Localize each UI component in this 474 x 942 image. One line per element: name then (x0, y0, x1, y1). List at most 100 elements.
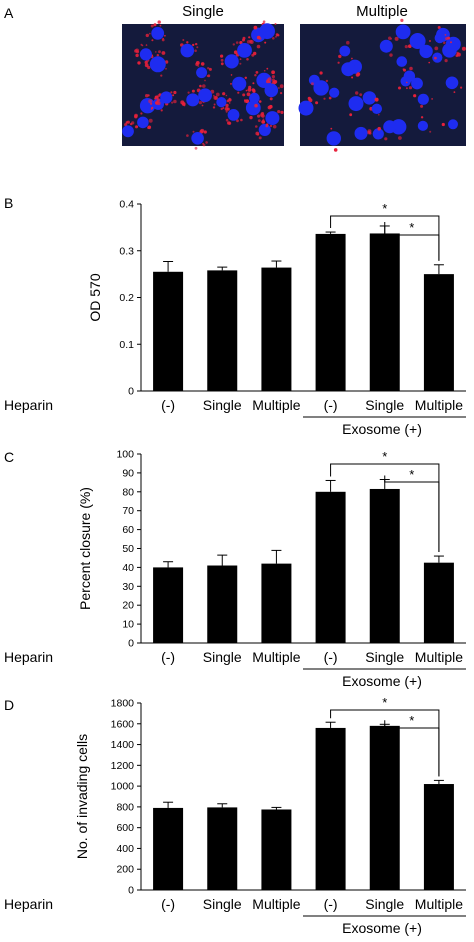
single-stain-dot (199, 84, 202, 88)
chart-c-y-tick-label: 10 (122, 619, 134, 631)
single-stain-dot (151, 106, 154, 109)
single-stain-dot (157, 94, 161, 98)
single-stain-dot (171, 101, 174, 104)
single-stain-dot (135, 53, 139, 58)
chart-c-y-tick-label: 100 (116, 449, 134, 461)
multiple-stain-dot (450, 41, 452, 44)
chart-b-y-tick-label: 0.2 (119, 292, 134, 304)
single-stain-dot (215, 92, 220, 97)
image-label-single: Single (182, 3, 224, 20)
chart-b-category-label: Multiple (252, 397, 300, 413)
single-stain-dot (147, 125, 152, 130)
multiple-nucleus (448, 119, 458, 130)
chart-d-significance-star: * (409, 713, 414, 728)
multiple-stain-dot (437, 26, 441, 29)
single-stain-dot (256, 133, 260, 136)
chart-d-y-tick-label: 1800 (111, 698, 135, 710)
multiple-stain-dot (404, 45, 408, 49)
single-nucleus (180, 43, 195, 58)
single-nucleus (151, 26, 165, 40)
multiple-stain-dot (323, 97, 326, 100)
single-stain-dot (157, 20, 161, 24)
multiple-stain-dot (406, 87, 408, 90)
single-stain-dot (273, 80, 278, 84)
single-stain-dot (226, 107, 230, 111)
chart-b-y-label: OD 570 (87, 273, 103, 321)
single-stain-dot (271, 75, 275, 79)
multiple-stain-dot (409, 66, 413, 71)
single-stain-dot (269, 97, 273, 101)
multiple-stain-dot (319, 71, 323, 75)
single-stain-dot (275, 33, 279, 37)
chart-c-category-label: (-) (324, 649, 338, 665)
single-stain-dot (244, 99, 248, 103)
single-stain-dot (158, 50, 161, 54)
single-stain-dot (213, 95, 215, 97)
single-stain-dot (208, 67, 212, 71)
multiple-stain-dot (390, 38, 393, 40)
single-stain-dot (170, 91, 173, 94)
chart-b-bar (423, 274, 454, 391)
single-stain-dot (148, 99, 153, 104)
chart-c-significance-star: * (382, 449, 387, 464)
multiple-stain-dot (429, 40, 431, 42)
multiple-stain-dot (431, 98, 433, 100)
multiple-stain-dot (351, 76, 354, 79)
multiple-nucleus (411, 77, 423, 90)
single-stain-dot (186, 134, 189, 137)
chart-c-y-tick-label: 80 (122, 486, 134, 498)
chart-d-category-label: Multiple (415, 896, 463, 912)
single-stain-dot (148, 118, 153, 123)
multiple-stain-dot (394, 36, 399, 41)
chart-d-y-label: No. of invading cells (74, 734, 90, 859)
single-stain-dot (245, 89, 248, 92)
single-stain-dot (279, 84, 284, 89)
chart-b-category-label: (-) (324, 397, 338, 413)
single-stain-dot (183, 104, 186, 107)
multiple-stain-dot (330, 127, 333, 130)
multiple-stain-dot (400, 18, 404, 22)
single-stain-dot (266, 67, 269, 70)
multiple-stain-dot (389, 53, 393, 57)
chart-b-significance-star: * (382, 201, 387, 216)
single-nucleus (198, 88, 213, 103)
multiple-nucleus (379, 39, 393, 53)
single-stain-dot (198, 101, 202, 105)
single-stain-dot (263, 69, 266, 72)
single-stain-dot (165, 67, 167, 70)
multiple-nucleus (354, 126, 368, 140)
single-stain-dot (126, 120, 130, 124)
chart-c-y-tick-label: 20 (122, 600, 134, 612)
multiple-stain-dot (351, 57, 353, 60)
multiple-nucleus (341, 62, 356, 77)
chart-c-y-tick-label: 0 (128, 638, 134, 650)
single-stain-dot (195, 61, 200, 65)
single-nucleus (258, 123, 271, 136)
single-stain-dot (264, 41, 267, 44)
chart-c-bar (315, 491, 346, 643)
single-stain-dot (202, 142, 205, 145)
chart-b-bar (261, 267, 292, 391)
single-stain-dot (244, 76, 247, 80)
multiple-nucleus (348, 96, 364, 112)
single-stain-dot (160, 109, 163, 112)
chart-b-bar (315, 233, 346, 391)
single-stain-dot (161, 51, 166, 55)
chart-b-group-label: Exosome (+) (342, 421, 422, 437)
chart-c-bar (261, 563, 292, 643)
multiple-stain-dot (444, 59, 448, 63)
single-stain-dot (246, 92, 251, 97)
chart-c-category-label: Multiple (252, 649, 300, 665)
multiple-nucleus (329, 87, 340, 98)
single-stain-dot (195, 42, 198, 46)
chart-c-bar (423, 562, 454, 643)
multiple-stain-dot (384, 137, 388, 141)
single-stain-dot (242, 36, 246, 40)
single-stain-dot (192, 43, 195, 47)
single-nucleus (191, 132, 204, 145)
panel-b-letter: B (4, 195, 13, 211)
multiple-stain-dot (315, 101, 319, 105)
single-stain-dot (275, 35, 277, 38)
single-stain-dot (137, 61, 141, 65)
multiple-nucleus (396, 56, 408, 67)
